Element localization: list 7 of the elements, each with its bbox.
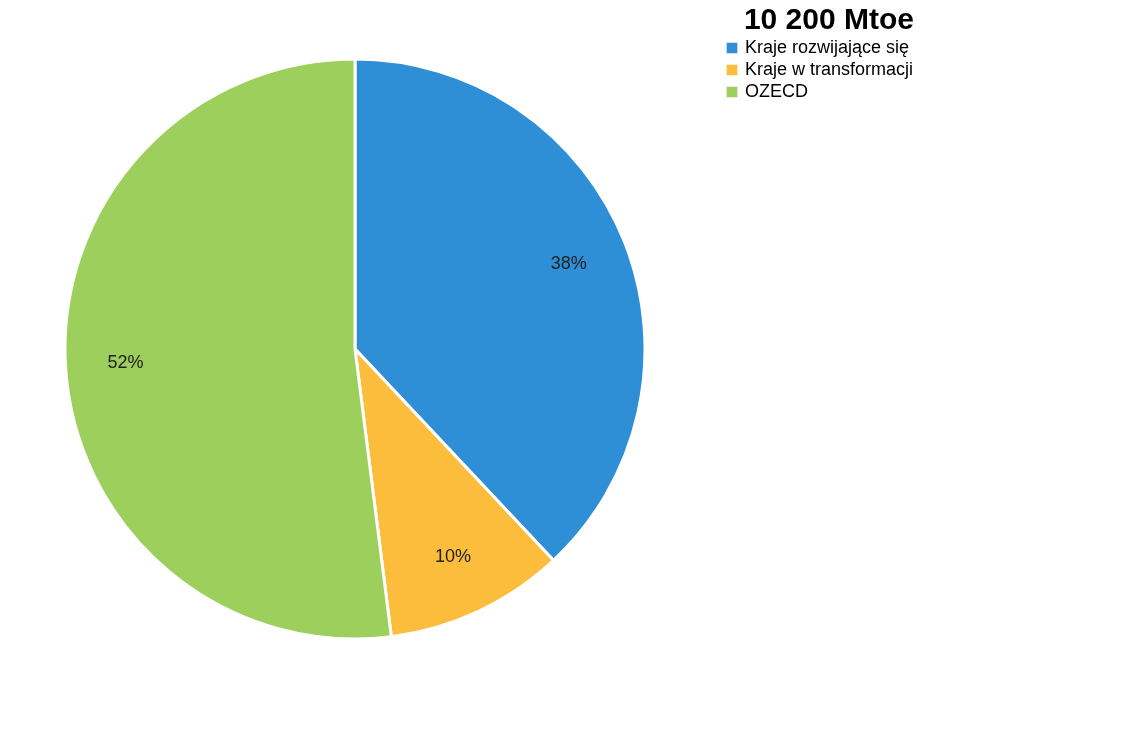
data-label: 52% (107, 352, 144, 373)
legend-label: Kraje rozwijające się (745, 37, 910, 57)
legend-label: Kraje w transformacji (745, 59, 914, 79)
data-label: 10% (434, 546, 471, 567)
chart-title: 10 200 Mtoe (743, 2, 914, 35)
data-label: 38% (550, 253, 587, 274)
legend-label: OZECD (745, 81, 808, 101)
